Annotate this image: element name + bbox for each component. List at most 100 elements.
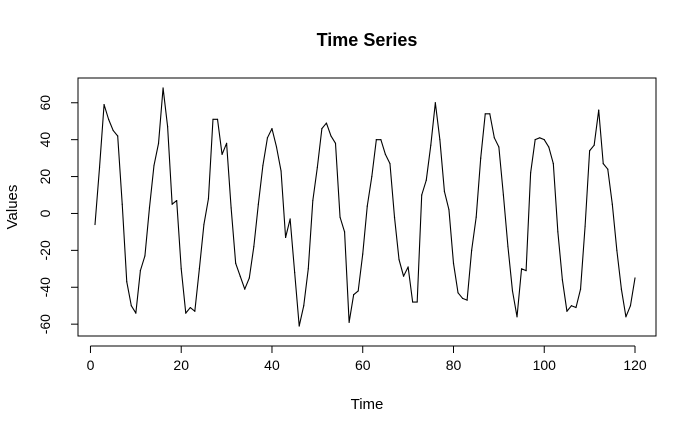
data-point <box>330 135 332 137</box>
data-point <box>357 290 359 292</box>
data-point <box>103 104 105 106</box>
data-point <box>130 305 132 307</box>
x-axis: 0 20 40 60 80 100 120 <box>87 345 647 373</box>
data-point <box>271 127 273 130</box>
data-point <box>507 246 509 248</box>
data-point <box>280 170 282 172</box>
data-point <box>598 109 600 111</box>
data-point <box>561 279 563 281</box>
x-tick-label: 20 <box>173 357 189 373</box>
data-point <box>589 150 591 152</box>
data-point <box>216 118 219 120</box>
data-point <box>407 266 409 268</box>
data-point <box>566 310 568 312</box>
data-point <box>579 288 582 290</box>
data-point <box>189 306 191 309</box>
data-point <box>461 297 464 299</box>
data-point <box>448 209 450 211</box>
data-point <box>167 126 169 128</box>
data-point <box>221 153 223 156</box>
x-axis-label: Time <box>351 396 384 413</box>
data-point <box>171 203 173 205</box>
data-point <box>226 142 228 144</box>
data-point <box>180 268 182 270</box>
data-point <box>98 166 101 168</box>
data-point <box>402 275 405 277</box>
data-point <box>94 223 96 226</box>
data-point <box>157 142 160 144</box>
data-point <box>457 292 459 294</box>
data-point <box>139 270 141 272</box>
data-point <box>489 113 491 115</box>
data-point <box>307 268 309 270</box>
data-point <box>207 198 210 200</box>
y-tick-label: -40 <box>37 277 53 297</box>
data-point <box>393 216 396 218</box>
data-point <box>117 135 119 137</box>
data-point <box>629 305 632 307</box>
y-tick-label: 60 <box>37 95 53 111</box>
data-point <box>570 305 573 307</box>
data-point <box>371 175 373 178</box>
data-point <box>412 301 414 303</box>
data-point <box>303 305 305 307</box>
data-point <box>398 258 400 261</box>
data-point <box>266 137 269 139</box>
x-tick-label: 120 <box>623 357 647 373</box>
data-point <box>443 190 446 192</box>
data-point <box>516 316 518 318</box>
data-point <box>230 207 232 209</box>
data-point <box>135 312 137 314</box>
data-point <box>144 255 146 257</box>
data-point <box>552 163 554 165</box>
data-point <box>471 249 473 251</box>
data-point <box>235 262 237 264</box>
data-point <box>493 137 495 139</box>
data-point <box>534 139 536 141</box>
data-point <box>334 142 337 144</box>
data-point <box>584 225 586 227</box>
data-point <box>430 144 432 146</box>
data-point <box>312 199 314 202</box>
y-tick-label: -60 <box>37 314 53 334</box>
x-tick-label: 0 <box>87 357 95 373</box>
data-point <box>126 281 128 283</box>
y-axis: -60 -40 -20 0 20 40 60 <box>37 95 79 334</box>
data-point <box>176 199 178 202</box>
data-point <box>543 139 545 141</box>
data-point <box>325 122 328 124</box>
data-point <box>575 306 577 309</box>
data-point <box>343 231 346 233</box>
data-point <box>389 163 391 165</box>
data-point <box>611 203 613 205</box>
data-point <box>348 321 350 323</box>
data-point <box>212 118 214 120</box>
y-tick-label: -20 <box>37 240 53 260</box>
data-point <box>607 168 609 170</box>
data-point <box>153 164 155 167</box>
data-point <box>525 270 527 272</box>
data-point <box>262 164 264 167</box>
data-point <box>198 268 200 270</box>
data-point <box>257 203 259 205</box>
data-point <box>108 118 110 120</box>
data-point <box>248 277 250 279</box>
data-point <box>289 218 291 220</box>
data-point <box>520 268 523 270</box>
data-point <box>466 299 468 301</box>
data-point <box>511 290 514 292</box>
data-point <box>557 231 559 233</box>
data-point <box>634 277 636 279</box>
data-point <box>625 316 627 318</box>
data-point <box>530 172 532 174</box>
data-point <box>602 163 604 165</box>
data-point <box>185 312 187 314</box>
data-point <box>498 146 500 148</box>
data-point <box>439 139 441 141</box>
data-points <box>94 87 636 327</box>
data-point <box>375 139 377 141</box>
data-point <box>112 129 114 132</box>
data-point <box>539 137 541 139</box>
series-line <box>94 87 636 327</box>
chart-title: Time Series <box>317 30 418 50</box>
